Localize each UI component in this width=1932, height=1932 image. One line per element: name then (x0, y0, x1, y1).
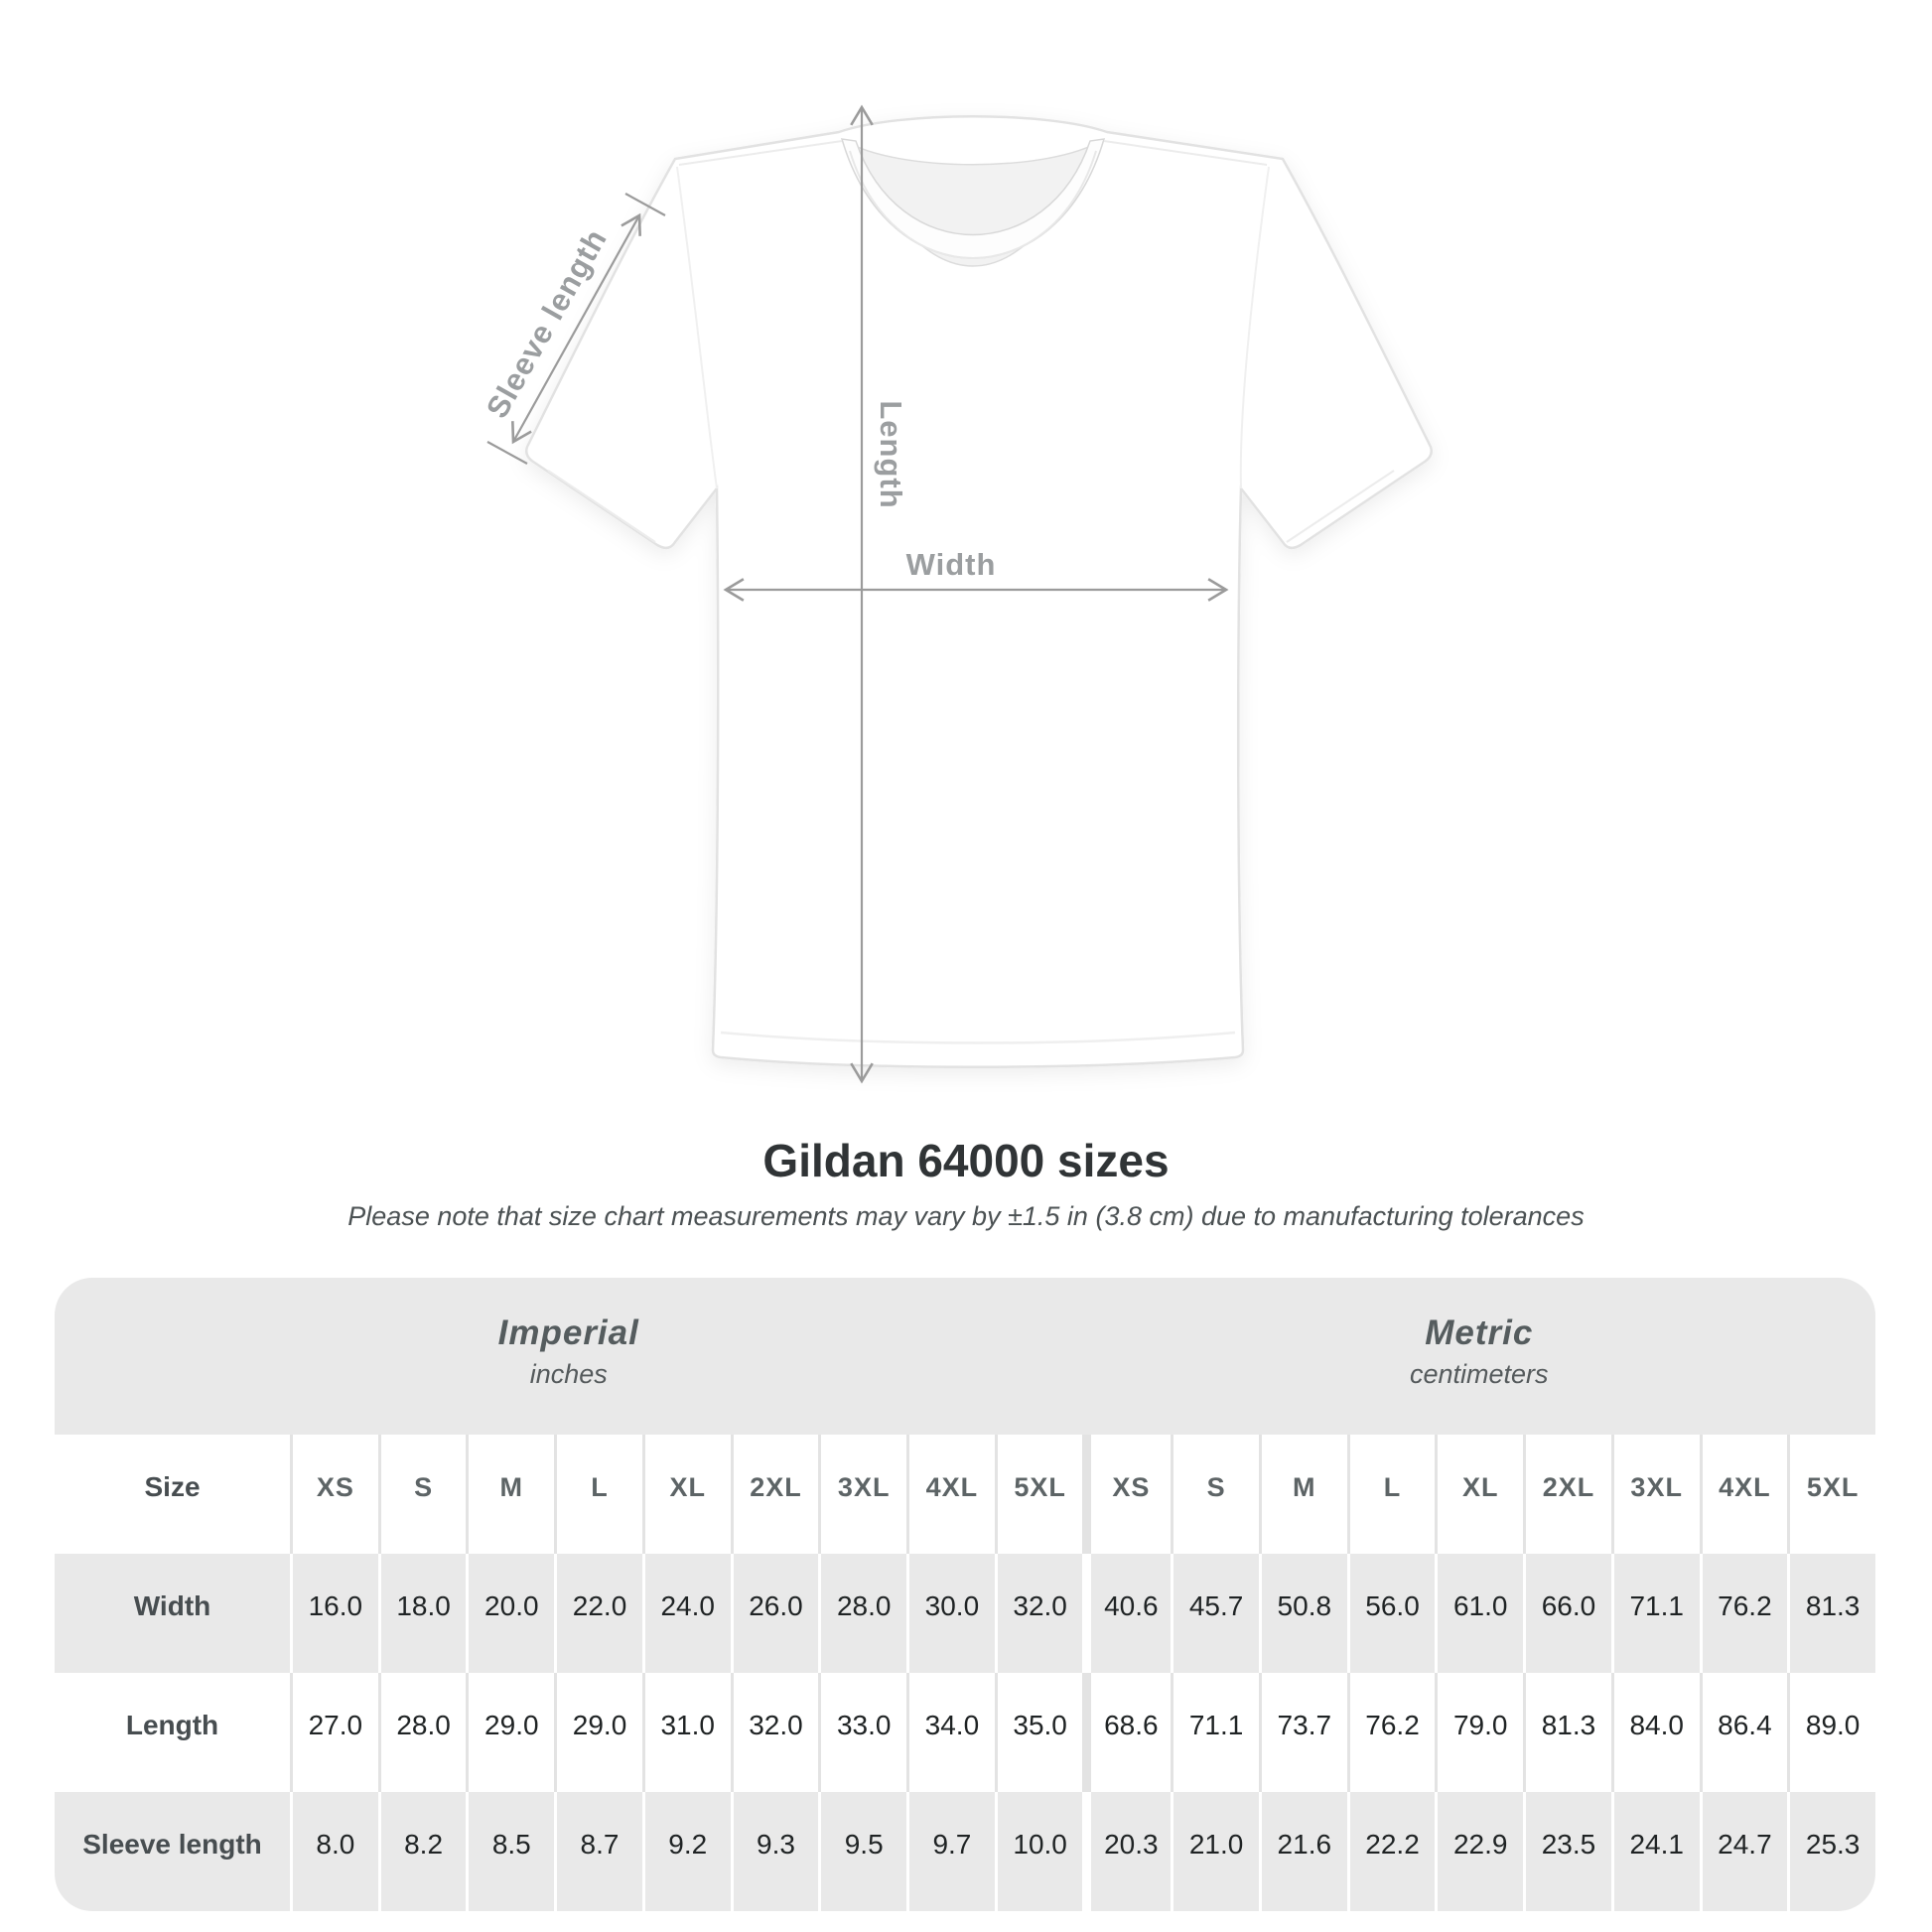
size-header-row: Size XS S M L XL 2XL 3XL 4XL 5XL XS S M L XL 2XL 3XL 4XL… (55, 1435, 1875, 1554)
imperial-title: Imperial (497, 1312, 639, 1352)
value-cell: 84.0 (1610, 1673, 1700, 1792)
value-cell: 40.6 (1082, 1554, 1171, 1673)
tshirt-graphic (525, 115, 1433, 1068)
value-cell: 10.0 (994, 1792, 1083, 1911)
value-cell: 21.6 (1258, 1792, 1347, 1911)
value-cell: 31.0 (641, 1673, 731, 1792)
value-cell: 79.0 (1435, 1673, 1523, 1792)
value-cell: 34.0 (906, 1673, 995, 1792)
tshirt-diagram-canvas (486, 104, 1433, 1084)
value-cell: 8.0 (290, 1792, 378, 1911)
size-col-header: 5XL (994, 1435, 1083, 1554)
metric-header: Metric centimeters (1083, 1278, 1876, 1435)
value-cell: 66.0 (1523, 1554, 1611, 1673)
value-cell: 26.0 (730, 1554, 819, 1673)
value-cell: 81.3 (1787, 1554, 1875, 1673)
size-col-header: 5XL (1787, 1435, 1875, 1554)
value-cell: 24.1 (1610, 1792, 1700, 1911)
value-cell: 23.5 (1523, 1792, 1611, 1911)
value-cell: 28.0 (818, 1554, 906, 1673)
value-cell: 9.2 (641, 1792, 731, 1911)
value-cell: 56.0 (1346, 1554, 1436, 1673)
size-col-header: S (377, 1435, 467, 1554)
size-col-header: S (1171, 1435, 1259, 1554)
value-cell: 71.1 (1610, 1554, 1700, 1673)
value-cell: 20.0 (466, 1554, 554, 1673)
size-col-header: 2XL (730, 1435, 819, 1554)
measurement-row: Sleeve length 8.0 8.2 8.5 8.7 9.2 9.3 9.5 9.7 10… (55, 1792, 1875, 1911)
metric-unit: centimeters (1409, 1358, 1549, 1389)
row-label: Width (133, 1590, 211, 1621)
value-cell: 29.0 (554, 1673, 642, 1792)
page-title: Gildan 64000 sizes (762, 1135, 1170, 1186)
value-cell: 50.8 (1258, 1554, 1347, 1673)
value-cell: 28.0 (377, 1673, 467, 1792)
size-col-header: 3XL (818, 1435, 906, 1554)
table-unit-header: Imperial inches Metric centimeters (55, 1278, 1875, 1435)
value-cell: 9.3 (730, 1792, 819, 1911)
value-cell: 30.0 (906, 1554, 995, 1673)
imperial-unit: inches (529, 1358, 608, 1389)
value-cell: 35.0 (994, 1673, 1083, 1792)
size-col-header: M (466, 1435, 554, 1554)
value-cell: 22.2 (1346, 1792, 1436, 1911)
value-cell: 33.0 (818, 1673, 906, 1792)
value-cell: 24.7 (1699, 1792, 1788, 1911)
measurement-row: Length 27.0 28.0 29.0 29.0 31.0 32.0 33.0 34.0 3… (55, 1673, 1875, 1792)
size-table: Imperial inches Metric centimeters Size … (55, 1278, 1875, 1911)
size-col-header: 4XL (906, 1435, 995, 1554)
size-col-header: 2XL (1523, 1435, 1611, 1554)
value-cell: 86.4 (1699, 1673, 1788, 1792)
value-cell: 89.0 (1787, 1673, 1875, 1792)
size-col-header: XL (1435, 1435, 1523, 1554)
size-header-label: Size (144, 1471, 201, 1502)
width-label: Width (905, 547, 997, 582)
value-cell: 8.7 (554, 1792, 642, 1911)
row-label: Sleeve length (82, 1829, 262, 1860)
value-cell: 24.0 (641, 1554, 731, 1673)
value-cell: 16.0 (290, 1554, 378, 1673)
product-measurement-diagram: Sleeve length Length Width (480, 104, 1433, 1084)
value-cell: 22.0 (554, 1554, 642, 1673)
size-col-header: 4XL (1699, 1435, 1788, 1554)
size-col-header: XS (1082, 1435, 1171, 1554)
size-col-header: M (1258, 1435, 1347, 1554)
value-cell: 8.5 (466, 1792, 554, 1911)
row-label: Length (125, 1710, 219, 1740)
value-cell: 73.7 (1258, 1673, 1347, 1792)
value-cell: 9.7 (906, 1792, 995, 1911)
value-cell: 18.0 (377, 1554, 467, 1673)
value-cell: 81.3 (1523, 1673, 1611, 1792)
value-cell: 22.9 (1435, 1792, 1523, 1911)
value-cell: 21.0 (1171, 1792, 1259, 1911)
value-cell: 8.2 (377, 1792, 467, 1911)
value-cell: 61.0 (1435, 1554, 1523, 1673)
length-label: Length (874, 400, 908, 509)
metric-title: Metric (1425, 1312, 1534, 1352)
size-col-header: 3XL (1610, 1435, 1700, 1554)
value-cell: 32.0 (994, 1554, 1083, 1673)
size-col-header: XL (641, 1435, 731, 1554)
imperial-header: Imperial inches (55, 1278, 1083, 1435)
size-col-header: XS (290, 1435, 378, 1554)
sleeve-length-arrow (486, 193, 666, 465)
value-cell: 68.6 (1082, 1673, 1171, 1792)
size-col-header: L (554, 1435, 642, 1554)
measurement-row: Width 16.0 18.0 20.0 22.0 24.0 26.0 28.0 30.0 32… (55, 1554, 1875, 1673)
size-col-header: L (1346, 1435, 1436, 1554)
value-cell: 20.3 (1082, 1792, 1171, 1911)
value-cell: 27.0 (290, 1673, 378, 1792)
value-cell: 29.0 (466, 1673, 554, 1792)
value-cell: 45.7 (1171, 1554, 1259, 1673)
tolerance-note: Please note that size chart measurements… (347, 1201, 1585, 1231)
value-cell: 32.0 (730, 1673, 819, 1792)
value-cell: 76.2 (1346, 1673, 1436, 1792)
value-cell: 76.2 (1699, 1554, 1788, 1673)
value-cell: 9.5 (818, 1792, 906, 1911)
value-cell: 71.1 (1171, 1673, 1259, 1792)
value-cell: 25.3 (1787, 1792, 1875, 1911)
